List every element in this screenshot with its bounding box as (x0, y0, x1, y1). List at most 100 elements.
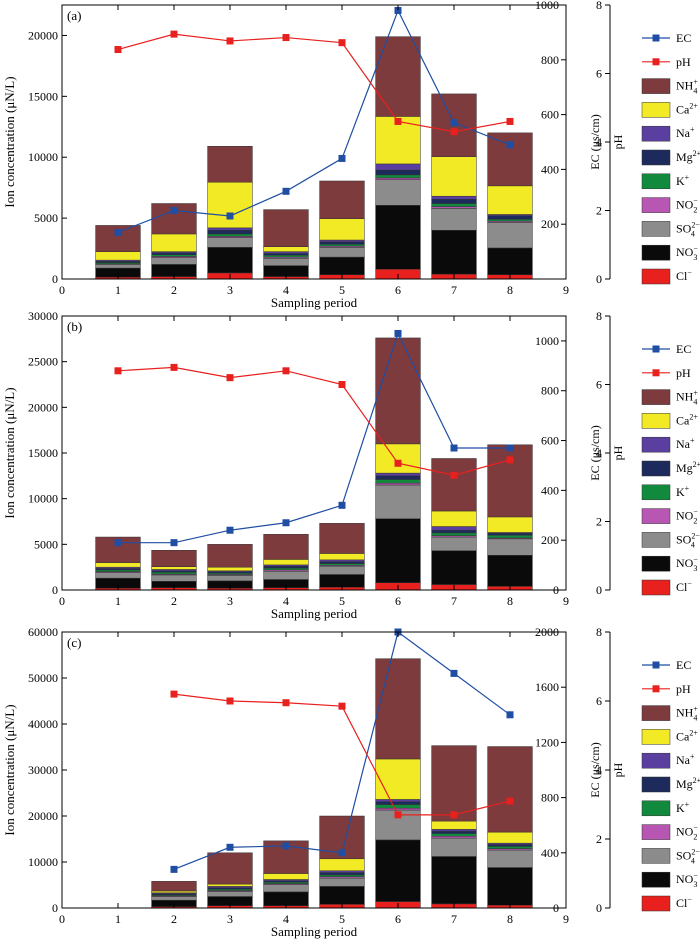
bar-stack-2 (151, 550, 197, 591)
bar-segment-K (207, 233, 253, 237)
bar-segment-Na (431, 526, 477, 531)
bar-segment-Ca (431, 510, 477, 527)
legend-item-Mg: Mg2+ (641, 149, 700, 166)
ph-tick-label: 0 (596, 583, 602, 597)
legend-marker (652, 661, 660, 669)
bar-segment-Na (207, 227, 253, 231)
ph-line (117, 33, 511, 133)
legend-swatch (641, 78, 671, 94)
legend-label: Mg2+ (676, 776, 700, 791)
bar-segment-NH4 (487, 132, 533, 187)
y-tick-label: 30000 (28, 309, 58, 323)
y-tick-label: 60000 (28, 625, 58, 639)
bar-segment-SO4 (487, 849, 533, 868)
chart-panel-3: 0 1 2 3 4 5 6 7 8 9010000200003000040000500006000… (2, 625, 700, 939)
bar-segment-Ca (263, 559, 309, 566)
legend-label: SO2− 4 (676, 531, 700, 549)
bar-segment-NH4 (319, 180, 365, 219)
ec-tick-label: 1600 (535, 680, 559, 694)
legend-item-SO4: SO2− 4 (641, 847, 700, 865)
ec-tick-label: 800 (541, 53, 559, 67)
legend-item-Ca: Ca2+ (641, 412, 698, 429)
x-axis-title: Sampling period (271, 295, 358, 310)
bar-segment-SO4 (375, 484, 421, 520)
bar-segment-Ca (151, 233, 197, 252)
bar-segment-Na (431, 829, 477, 832)
bar-segment-Ca (319, 218, 365, 241)
legend-item-NO3: NO− 3 (641, 244, 698, 262)
bar-segment-NH4 (375, 658, 421, 760)
bar-segment-Na (375, 472, 421, 477)
legend-label: NO− 3 (676, 555, 698, 573)
legend-label: SO2− 4 (676, 847, 700, 865)
bar-stack-7 (431, 745, 477, 909)
ec-point (506, 711, 514, 719)
bar-segment-Mg (319, 872, 365, 876)
bar-segment-SO4 (151, 896, 197, 901)
legend-swatch (641, 729, 671, 745)
bar-segment-Ca (263, 873, 309, 880)
ec-point (506, 444, 514, 452)
bar-segment-NO2 (375, 177, 421, 180)
legend-item-NO3: NO− 3 (641, 871, 698, 889)
ph-point (450, 811, 458, 819)
bar-segment-NO3 (487, 867, 533, 906)
x-tick-label: 1 (115, 912, 121, 926)
ph-axis-title: pH (611, 445, 625, 460)
ec-line (117, 8, 511, 233)
bar-segment-Mg (319, 241, 365, 245)
bar-segment-Ca (431, 820, 477, 830)
legend-label: EC (676, 342, 691, 356)
bar-segment-Ca (375, 443, 421, 474)
bar-segment-K (151, 254, 197, 257)
ec-tick-label: 800 (541, 384, 559, 398)
bar-stack-5 (319, 815, 365, 909)
bar-stack-6 (375, 36, 421, 280)
bar-segment-SO4 (207, 575, 253, 582)
x-tick-label: 1 (115, 594, 121, 608)
bar-segment-Na (319, 870, 365, 873)
y-tick-label: 30000 (28, 763, 58, 777)
legend-item-K: K+ (641, 484, 690, 501)
ec-tick-label: 600 (541, 434, 559, 448)
legend-item-Na: Na+ (641, 125, 695, 142)
ec-point (450, 444, 458, 452)
y-tick-label: 20000 (28, 28, 58, 42)
ph-tick-label: 2 (596, 515, 602, 529)
legend-item-pH: pH (642, 55, 691, 69)
legend-label: Na+ (676, 752, 695, 767)
ec-point (226, 526, 234, 534)
legend-item-EC: EC (642, 31, 691, 45)
ph-point (338, 39, 346, 47)
x-tick-label: 9 (563, 283, 569, 297)
legend-item-NO3: NO− 3 (641, 555, 698, 573)
bar-segment-Na (375, 163, 421, 171)
legend-label: NH+ 4 (676, 389, 698, 407)
bar-segment-SO4 (319, 247, 365, 258)
legend-item-NO2: NO− 2 (641, 508, 698, 526)
bar-segment-NO3 (487, 247, 533, 275)
bar-segment-Mg (151, 252, 197, 255)
y-tick-label: 50000 (28, 671, 58, 685)
bar-segment-NO3 (431, 230, 477, 275)
legend-swatch (641, 824, 671, 840)
ec-tick-label: 1000 (535, 0, 559, 12)
legend-swatch (641, 895, 671, 912)
bar-segment-Ca (375, 758, 421, 800)
legend-item-Ca: Ca2+ (641, 101, 698, 118)
legend-item-Cl: Cl− (641, 895, 692, 912)
ec-tick-label: 800 (541, 791, 559, 805)
y-tick-label: 5000 (34, 537, 58, 551)
bar-stack-8 (487, 132, 533, 280)
bar-segment-Mg (375, 475, 421, 480)
x-tick-label: 2 (171, 594, 177, 608)
y-tick-label: 10000 (28, 855, 58, 869)
legend-item-pH: pH (642, 366, 691, 380)
ph-point (338, 702, 346, 710)
bar-segment-SO4 (151, 574, 197, 582)
ph-point (506, 797, 514, 805)
ec-axis-title: EC (μs/cm) (588, 114, 602, 169)
x-tick-label: 7 (451, 594, 457, 608)
legend-label: K+ (676, 484, 690, 499)
legend-item-NO2: NO− 2 (641, 824, 698, 842)
